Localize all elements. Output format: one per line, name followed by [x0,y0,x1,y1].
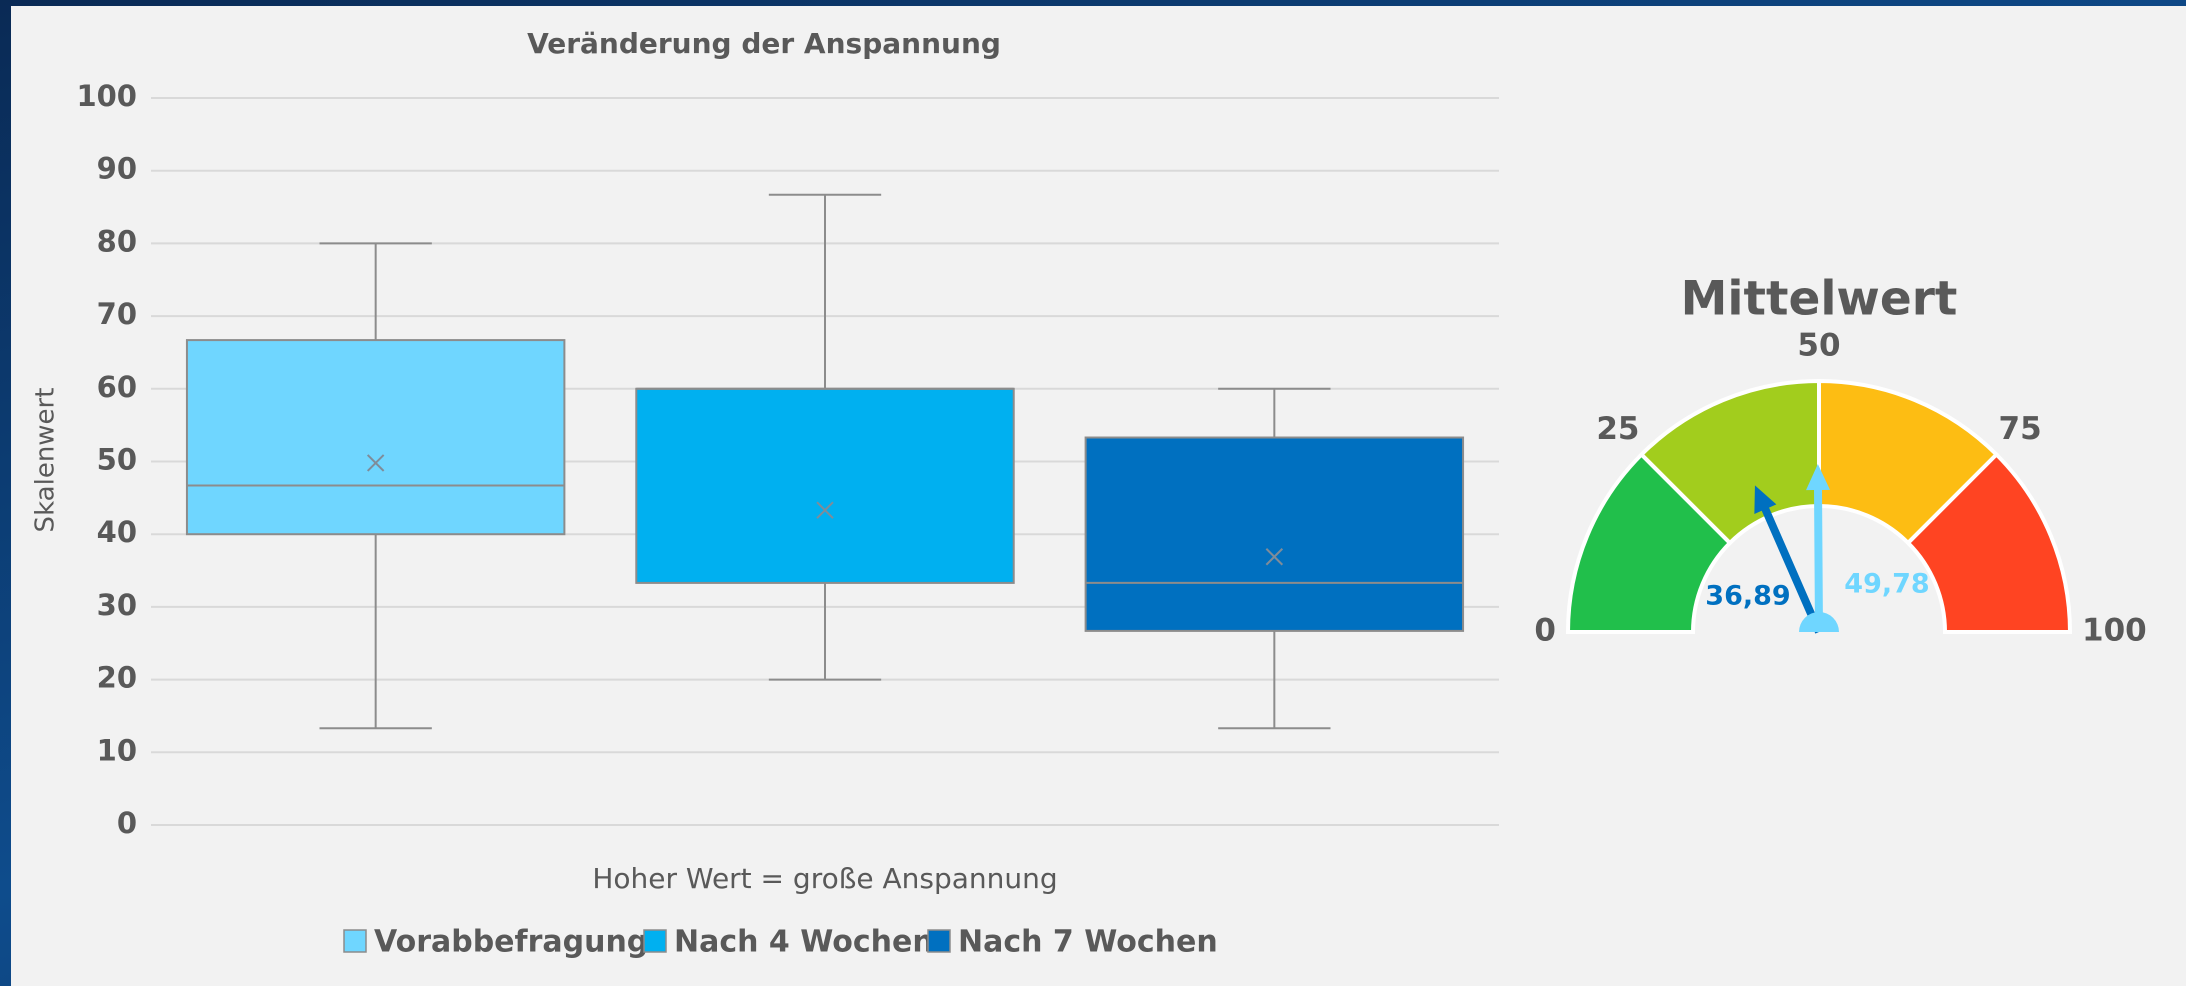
y-tick-label: 30 [97,588,137,622]
y-tick-label: 60 [97,370,137,404]
mean-marker [366,454,385,472]
gauge-tick-label: 100 [2082,613,2147,649]
y-tick-label: 80 [97,224,137,258]
gauge-band [1905,451,2073,634]
gauge-tick-label: 25 [1596,411,1639,447]
legend-swatch [927,929,951,953]
chart-title: Veränderung der Anspannung [527,27,1001,60]
y-tick-label: 70 [97,297,137,331]
y-tick-label: 10 [97,733,137,767]
y-tick-label: 40 [97,515,137,549]
y-tick-label: 20 [97,661,137,695]
y-tick-label: 90 [97,152,137,186]
needle-value-label: 36,89 [1705,581,1790,612]
legend-label: Vorabbefragung [374,925,648,960]
y-tick-label: 100 [76,79,137,113]
y-tick-label: 50 [97,443,137,477]
gauge-tick-label: 75 [1999,411,2042,447]
legend-swatch [343,929,367,953]
mean-marker [816,501,834,519]
y-axis-label: Skalenwert [31,388,61,533]
x-axis-label: Hoher Wert = große Anspannung [592,862,1057,895]
mean-marker [1265,548,1284,566]
needle-value-label: 49,78 [1844,569,1929,600]
gauge-tick-label: 0 [1534,613,1556,649]
gauge-tick-label: 50 [1797,328,1840,364]
legend-label: Nach 7 Wochen [958,925,1218,960]
needle [1806,464,1831,633]
box [185,339,566,536]
legend-label: Nach 4 Wochen [674,925,934,960]
legend-swatch [643,929,667,953]
needle-hub [1799,612,1839,632]
gauge-title: Mittelwert [1681,272,1958,327]
y-tick-label: 0 [117,806,137,840]
box [1084,436,1465,632]
box [635,387,1015,584]
needle [1754,485,1823,634]
